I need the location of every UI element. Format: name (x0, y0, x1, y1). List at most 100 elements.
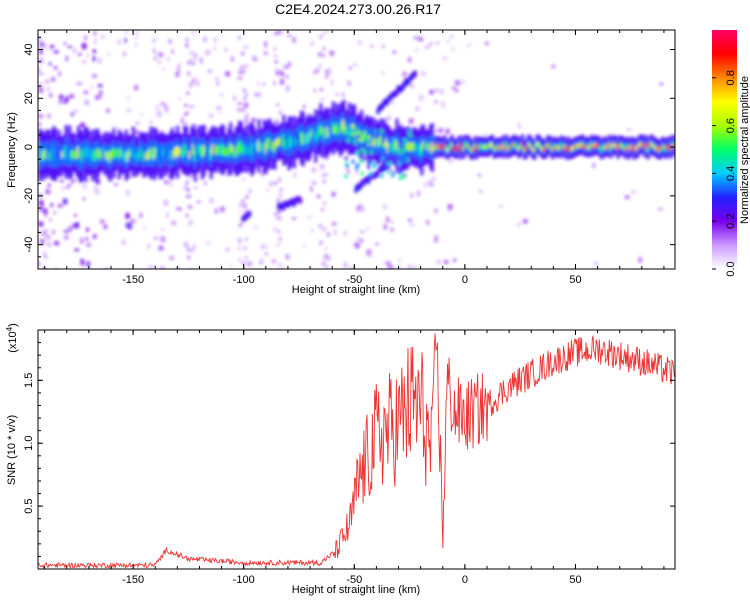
heatmap-cell (453, 146, 457, 152)
heatmap-cell (377, 151, 381, 156)
heatmap-cell (426, 180, 432, 186)
heatmap-cell (614, 143, 618, 149)
heatmap-cell (285, 254, 290, 260)
heatmap-cell (354, 141, 358, 146)
heatmap-cell (320, 163, 325, 170)
heatmap-cell (191, 80, 195, 83)
heatmap-cell (59, 94, 64, 101)
heatmap-cell (239, 203, 242, 207)
heatmap-cell (574, 144, 578, 149)
heatmap-cell (112, 147, 116, 159)
heatmap-cell (237, 247, 241, 250)
heatmap-cell (377, 137, 381, 147)
heatmap-cell (325, 154, 329, 160)
heatmap-cell (69, 150, 74, 161)
heatmap-cell (264, 41, 268, 48)
heatmap-cell (236, 145, 240, 157)
heatmap-cell (346, 138, 350, 143)
heatmap-cell (476, 144, 480, 149)
heatmap-cell (92, 56, 96, 62)
heatmap-cell (273, 212, 277, 216)
y-tick-label: 1.5 (23, 373, 35, 388)
heatmap-cell (163, 150, 167, 160)
heatmap-cell (84, 35, 88, 41)
heatmap-cell (491, 142, 495, 147)
heatmap-cell (105, 151, 109, 160)
heatmap-cell (209, 148, 213, 160)
heatmap-cell (652, 144, 656, 149)
heatmap-cell (207, 69, 212, 73)
heatmap-cell (542, 147, 546, 152)
heatmap-cell (147, 149, 151, 160)
heatmap-cell (279, 188, 283, 192)
heatmap-cell (164, 103, 168, 108)
heatmap-cell (279, 193, 282, 197)
heatmap-cell (376, 171, 380, 177)
heatmap-cell (158, 52, 163, 58)
heatmap-cell (396, 130, 400, 135)
heatmap-cell (278, 111, 282, 115)
heatmap-cell (153, 47, 156, 54)
heatmap-cell (149, 147, 153, 159)
heatmap-cell (86, 242, 91, 247)
heatmap-cell (296, 133, 300, 142)
heatmap-cell (185, 214, 189, 217)
heatmap-cell (196, 200, 201, 204)
heatmap-cell (381, 71, 384, 75)
heatmap-cell (418, 145, 422, 155)
heatmap-cell (325, 255, 331, 261)
heatmap-cell (322, 256, 326, 260)
x-tick-label: 50 (569, 574, 581, 586)
heatmap-cell (131, 146, 135, 158)
heatmap-cell (38, 113, 43, 119)
snr-series-line (38, 333, 675, 569)
heatmap-cell (606, 145, 610, 150)
heatmap-cell (189, 174, 193, 178)
heatmap-cell (398, 161, 401, 166)
heatmap-cell (156, 148, 160, 157)
heatmap-cell (264, 142, 268, 154)
heatmap-cell (325, 69, 329, 73)
heatmap-cell (134, 35, 138, 40)
x-tick-label: 0 (462, 274, 468, 286)
heatmap-cell (326, 265, 328, 269)
y-tick-label: 1.0 (23, 436, 35, 451)
heatmap-cell (480, 145, 484, 150)
heatmap-cell (310, 186, 313, 192)
heatmap-cell (356, 205, 360, 212)
heatmap-cell (627, 147, 631, 152)
heatmap-cell (197, 144, 201, 155)
heatmap-cell (590, 142, 594, 147)
heatmap-cell (254, 57, 258, 62)
heatmap-cell (93, 188, 97, 192)
heatmap-cell (416, 106, 420, 110)
heatmap-cell (65, 186, 70, 189)
heatmap-cell (382, 204, 387, 209)
heatmap-cell (189, 205, 193, 209)
heatmap-cell (586, 144, 590, 149)
heatmap-cell (321, 261, 325, 265)
heatmap-cell (529, 144, 534, 150)
heatmap-cell (666, 145, 670, 150)
heatmap-cell (241, 69, 246, 74)
heatmap-cell (322, 129, 327, 140)
heatmap-cell (245, 195, 249, 199)
heatmap-cell (43, 150, 47, 159)
colorbar-tick-label: 0.4 (725, 166, 737, 181)
heatmap-cell (269, 138, 273, 147)
heatmap-cell (331, 222, 337, 226)
heatmap-cell (243, 204, 247, 207)
heatmap-cell (274, 68, 278, 72)
heatmap-cell (355, 242, 360, 249)
x-tick-label: -100 (233, 574, 255, 586)
spectrogram-y-label: Frequency (Hz) (6, 112, 18, 188)
heatmap-cell (631, 189, 636, 195)
heatmap-cell (152, 38, 156, 43)
heatmap-cell (82, 59, 87, 64)
heatmap-cell (178, 97, 182, 100)
heatmap-cell (330, 124, 334, 134)
heatmap-cell (96, 148, 100, 159)
heatmap-cell (627, 128, 631, 131)
heatmap-cell (328, 129, 332, 138)
heatmap-cell (103, 224, 108, 229)
